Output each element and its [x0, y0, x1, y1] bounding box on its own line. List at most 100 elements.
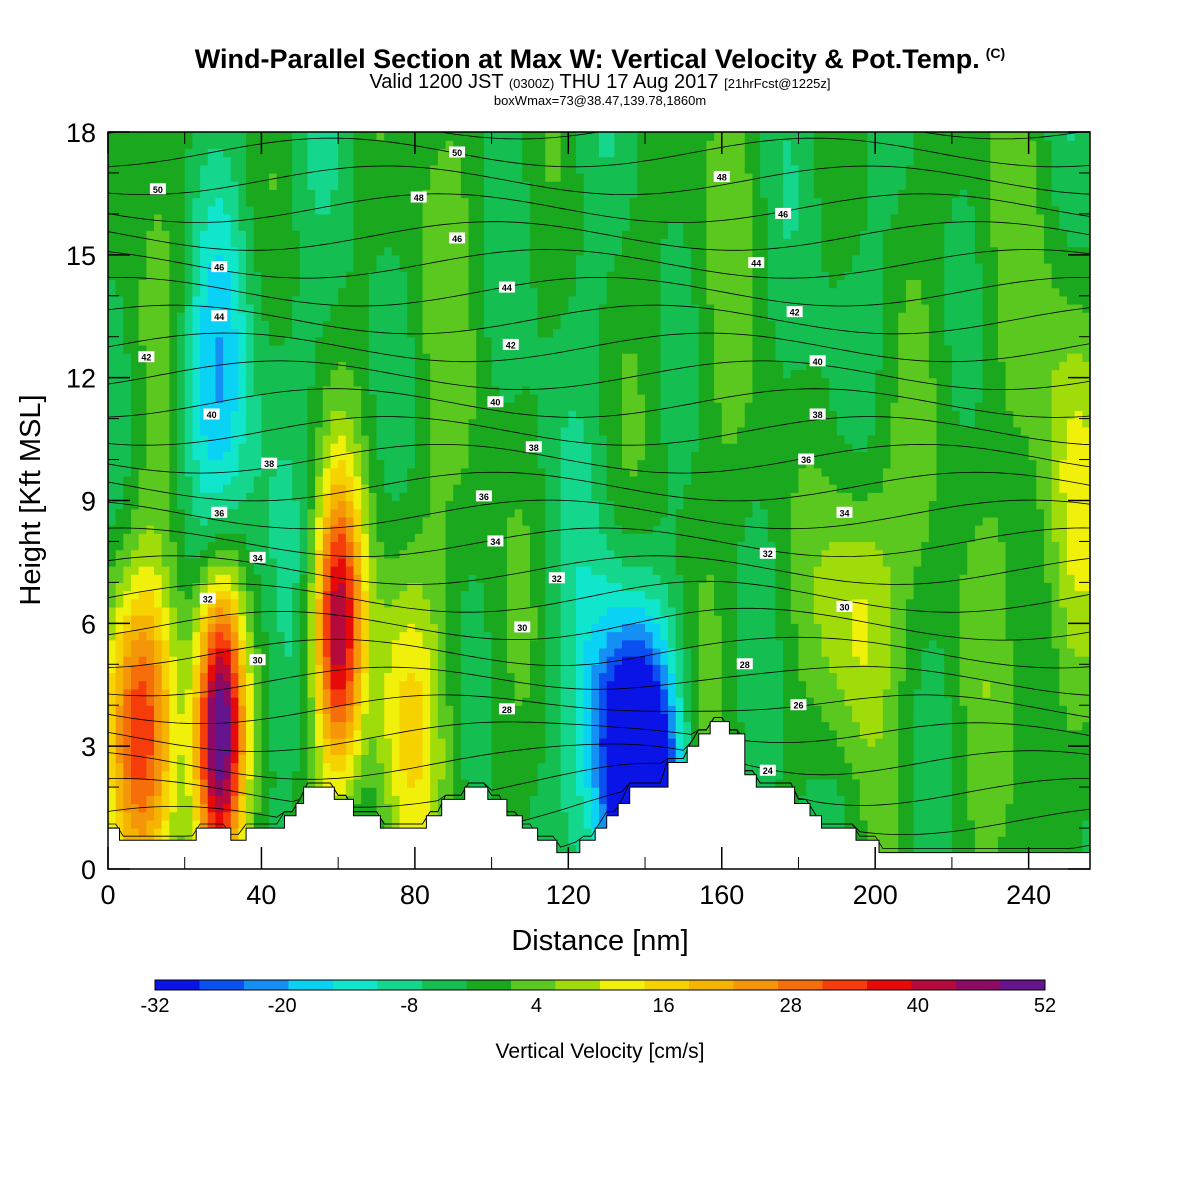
- velocity-cell: [499, 328, 508, 338]
- velocity-cell: [284, 287, 293, 297]
- velocity-cell: [430, 795, 439, 805]
- velocity-cell: [230, 484, 240, 493]
- velocity-cell: [184, 459, 193, 469]
- velocity-cell: [506, 402, 516, 412]
- velocity-cell: [338, 238, 347, 248]
- velocity-cell: [460, 656, 470, 665]
- velocity-cell: [315, 680, 324, 690]
- velocity-cell: [269, 500, 278, 510]
- velocity-cell: [284, 721, 293, 731]
- velocity-cell: [430, 770, 439, 780]
- velocity-cell: [154, 582, 163, 592]
- velocity-cell: [361, 492, 370, 502]
- velocity-cell: [123, 664, 132, 674]
- velocity-cell: [276, 647, 286, 657]
- velocity-cell: [376, 664, 385, 674]
- velocity-cell: [223, 189, 232, 199]
- velocity-cell: [437, 172, 447, 182]
- velocity-cell: [491, 746, 500, 755]
- velocity-cell: [491, 549, 500, 559]
- velocity-cell: [299, 271, 309, 280]
- velocity-cell: [506, 320, 516, 330]
- velocity-cell: [169, 508, 178, 518]
- velocity-cell: [276, 271, 286, 280]
- velocity-cell: [184, 148, 193, 158]
- velocity-cell: [453, 271, 462, 280]
- velocity-cell: [514, 770, 523, 780]
- velocity-cell: [506, 647, 516, 657]
- velocity-cell: [345, 410, 355, 420]
- velocity-cell: [276, 205, 286, 215]
- velocity-cell: [284, 549, 293, 559]
- velocity-cell: [269, 656, 278, 665]
- velocity-cell: [460, 770, 470, 780]
- velocity-cell: [269, 263, 278, 272]
- velocity-cell: [184, 697, 193, 706]
- velocity-cell: [192, 172, 201, 182]
- velocity-cell: [399, 664, 408, 674]
- velocity-cell: [115, 353, 124, 362]
- velocity-cell: [161, 828, 170, 837]
- velocity-cell: [430, 271, 439, 280]
- chart-title: Wind-Parallel Section at Max W: Vertical…: [194, 44, 1006, 74]
- velocity-cell: [322, 549, 332, 559]
- velocity-cell: [253, 582, 263, 592]
- velocity-cell: [430, 418, 439, 428]
- velocity-cell: [330, 336, 339, 346]
- velocity-cell: [131, 197, 140, 207]
- velocity-cell: [184, 213, 193, 223]
- velocity-cell: [108, 181, 117, 190]
- velocity-cell: [384, 754, 393, 764]
- velocity-cell: [108, 451, 117, 461]
- velocity-cell: [407, 213, 416, 223]
- velocity-cell: [207, 721, 216, 731]
- velocity-cell: [437, 680, 447, 690]
- velocity-cell: [307, 271, 316, 280]
- velocity-cell: [108, 582, 117, 592]
- velocity-cell: [330, 688, 339, 698]
- velocity-cell: [177, 737, 186, 747]
- velocity-cell: [330, 279, 339, 289]
- velocity-cell: [376, 606, 385, 616]
- velocity-cell: [391, 287, 401, 297]
- velocity-cell: [269, 475, 278, 485]
- velocity-cell: [399, 279, 408, 289]
- velocity-cell: [368, 377, 378, 387]
- velocity-cell: [131, 672, 140, 682]
- velocity-cell: [215, 664, 224, 674]
- velocity-cell: [284, 434, 293, 444]
- velocity-cell: [522, 811, 531, 821]
- velocity-cell: [353, 475, 362, 485]
- velocity-cell: [384, 762, 393, 772]
- velocity-cell: [269, 336, 278, 346]
- velocity-cell: [345, 377, 355, 387]
- velocity-cell: [445, 516, 454, 526]
- velocity-cell: [376, 164, 385, 174]
- velocity-cell: [345, 336, 355, 346]
- velocity-cell: [399, 385, 408, 395]
- velocity-cell: [230, 680, 240, 690]
- velocity-cell: [437, 295, 447, 305]
- velocity-cell: [483, 189, 493, 199]
- velocity-cell: [422, 369, 431, 379]
- velocity-cell: [460, 189, 470, 199]
- velocity-cell: [215, 795, 224, 805]
- velocity-cell: [376, 623, 385, 633]
- velocity-cell: [368, 795, 378, 805]
- velocity-cell: [154, 328, 163, 338]
- velocity-cell: [445, 172, 454, 182]
- velocity-cell: [138, 819, 147, 829]
- velocity-cell: [223, 353, 232, 362]
- velocity-cell: [108, 549, 117, 559]
- velocity-cell: [430, 263, 439, 272]
- velocity-cell: [322, 328, 332, 338]
- velocity-cell: [430, 590, 439, 600]
- velocity-cell: [476, 574, 485, 583]
- velocity-cell: [108, 721, 117, 731]
- velocity-cell: [115, 778, 124, 788]
- velocity-cell: [322, 508, 332, 518]
- velocity-cell: [284, 500, 293, 510]
- velocity-cell: [361, 295, 370, 305]
- velocity-cell: [322, 566, 332, 575]
- velocity-cell: [407, 574, 416, 583]
